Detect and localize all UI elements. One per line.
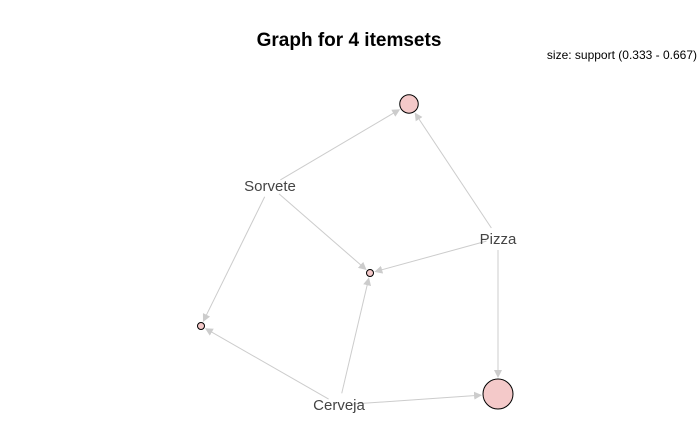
edge-cerveja-to-set-bottom: [350, 391, 483, 405]
itemset-nodes-group: [197, 94, 514, 410]
itemset-node-top: [399, 94, 419, 114]
edges-group: [202, 109, 502, 405]
size-legend: size: support (0.333 - 0.667): [547, 48, 697, 62]
edge-cerveja-to-set-left: [204, 328, 329, 400]
edge-pizza-to-set-center: [374, 240, 487, 274]
item-label-sorvete: Sorvete: [244, 178, 296, 195]
itemset-node-center: [366, 269, 374, 277]
edge-sorvete-to-set-left: [202, 196, 266, 322]
graph-title: Graph for 4 itemsets: [257, 30, 442, 51]
edge-pizza-to-set-top: [414, 112, 492, 229]
item-labels-group: Sorvete Pizza Cerveja: [244, 178, 517, 414]
item-label-cerveja: Cerveja: [313, 397, 365, 414]
item-label-pizza: Pizza: [480, 231, 517, 248]
itemset-node-bottom: [482, 378, 514, 410]
itemset-node-left: [197, 322, 205, 330]
edge-sorvete-to-set-center: [278, 193, 367, 271]
edge-sorvete-to-set-top: [280, 109, 401, 181]
edge-cerveja-to-set-center: [341, 277, 372, 394]
